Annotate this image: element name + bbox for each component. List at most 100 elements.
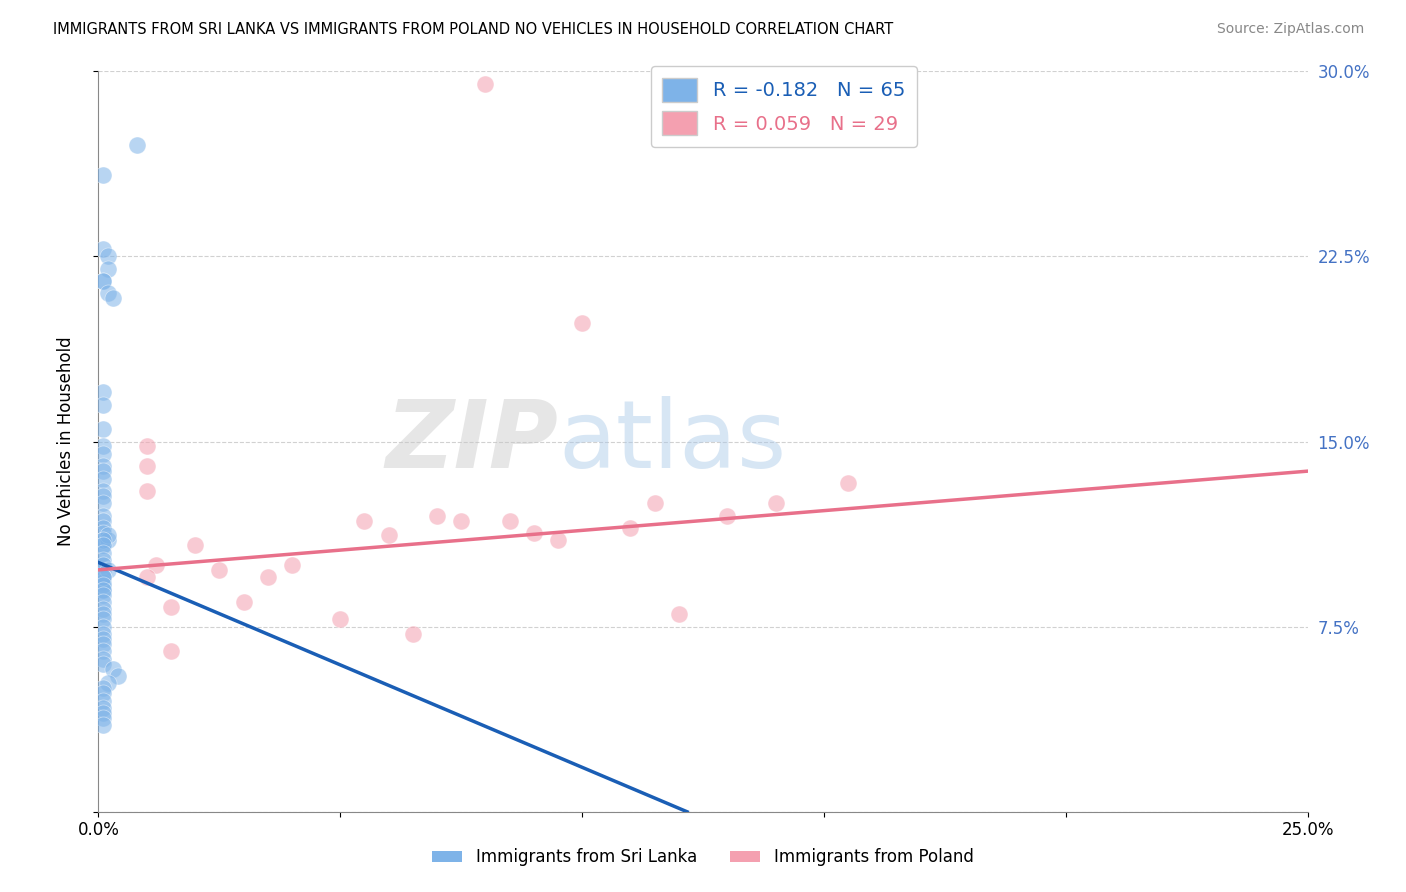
Point	[474, 77, 496, 91]
Point	[101, 292, 124, 306]
Point	[97, 676, 120, 690]
Point	[91, 657, 114, 671]
Point	[91, 575, 114, 590]
Point	[91, 242, 114, 256]
Point	[97, 286, 120, 301]
Point	[91, 681, 114, 696]
Point	[91, 694, 114, 708]
Point	[353, 514, 375, 528]
Point	[91, 459, 114, 474]
Point	[256, 570, 278, 584]
Point	[281, 558, 304, 572]
Point	[91, 533, 114, 548]
Point	[329, 612, 352, 626]
Legend: R = -0.182   N = 65, R = 0.059   N = 29: R = -0.182 N = 65, R = 0.059 N = 29	[651, 66, 917, 147]
Point	[97, 533, 120, 548]
Point	[91, 538, 114, 552]
Point	[91, 582, 114, 597]
Point	[91, 385, 114, 400]
Point	[145, 558, 167, 572]
Text: Source: ZipAtlas.com: Source: ZipAtlas.com	[1216, 22, 1364, 37]
Point	[402, 627, 425, 641]
Point	[498, 514, 520, 528]
Point	[160, 599, 183, 614]
Point	[91, 274, 114, 288]
Point	[668, 607, 690, 622]
Point	[765, 496, 787, 510]
Point	[91, 496, 114, 510]
Point	[91, 447, 114, 461]
Point	[127, 138, 149, 153]
Text: ZIP: ZIP	[385, 395, 558, 488]
Point	[91, 632, 114, 646]
Point	[837, 476, 859, 491]
Point	[91, 514, 114, 528]
Point	[91, 570, 114, 584]
Point	[91, 422, 114, 436]
Point	[97, 249, 120, 264]
Point	[91, 563, 114, 577]
Point	[91, 588, 114, 602]
Point	[91, 595, 114, 609]
Point	[91, 521, 114, 535]
Point	[716, 508, 738, 523]
Y-axis label: No Vehicles in Household: No Vehicles in Household	[56, 336, 75, 547]
Point	[208, 563, 231, 577]
Point	[91, 274, 114, 288]
Point	[91, 627, 114, 641]
Point	[91, 582, 114, 597]
Point	[91, 525, 114, 540]
Point	[91, 533, 114, 548]
Point	[107, 669, 129, 683]
Text: atlas: atlas	[558, 395, 786, 488]
Point	[91, 440, 114, 454]
Point	[91, 553, 114, 567]
Point	[91, 577, 114, 591]
Point	[523, 525, 546, 540]
Point	[97, 261, 120, 276]
Point	[91, 558, 114, 572]
Point	[91, 718, 114, 732]
Point	[547, 533, 569, 548]
Point	[91, 471, 114, 485]
Point	[91, 602, 114, 616]
Legend: Immigrants from Sri Lanka, Immigrants from Poland: Immigrants from Sri Lanka, Immigrants fr…	[426, 842, 980, 873]
Point	[91, 464, 114, 478]
Point	[97, 528, 120, 542]
Point	[426, 508, 449, 523]
Point	[91, 570, 114, 584]
Point	[184, 538, 207, 552]
Point	[135, 440, 157, 454]
Point	[91, 612, 114, 626]
Point	[232, 595, 254, 609]
Point	[91, 651, 114, 665]
Point	[91, 489, 114, 503]
Point	[91, 706, 114, 720]
Point	[135, 483, 157, 498]
Point	[91, 483, 114, 498]
Point	[91, 546, 114, 560]
Point	[97, 563, 120, 577]
Point	[91, 558, 114, 572]
Point	[160, 644, 183, 658]
Point	[91, 538, 114, 552]
Text: IMMIGRANTS FROM SRI LANKA VS IMMIGRANTS FROM POLAND NO VEHICLES IN HOUSEHOLD COR: IMMIGRANTS FROM SRI LANKA VS IMMIGRANTS …	[53, 22, 894, 37]
Point	[91, 607, 114, 622]
Point	[91, 637, 114, 651]
Point	[135, 570, 157, 584]
Point	[135, 459, 157, 474]
Point	[91, 711, 114, 725]
Point	[450, 514, 472, 528]
Point	[101, 662, 124, 676]
Point	[91, 644, 114, 658]
Point	[91, 168, 114, 182]
Point	[91, 508, 114, 523]
Point	[91, 686, 114, 700]
Point	[91, 398, 114, 412]
Point	[644, 496, 666, 510]
Point	[91, 701, 114, 715]
Point	[377, 528, 399, 542]
Point	[619, 521, 641, 535]
Point	[91, 619, 114, 633]
Point	[91, 570, 114, 584]
